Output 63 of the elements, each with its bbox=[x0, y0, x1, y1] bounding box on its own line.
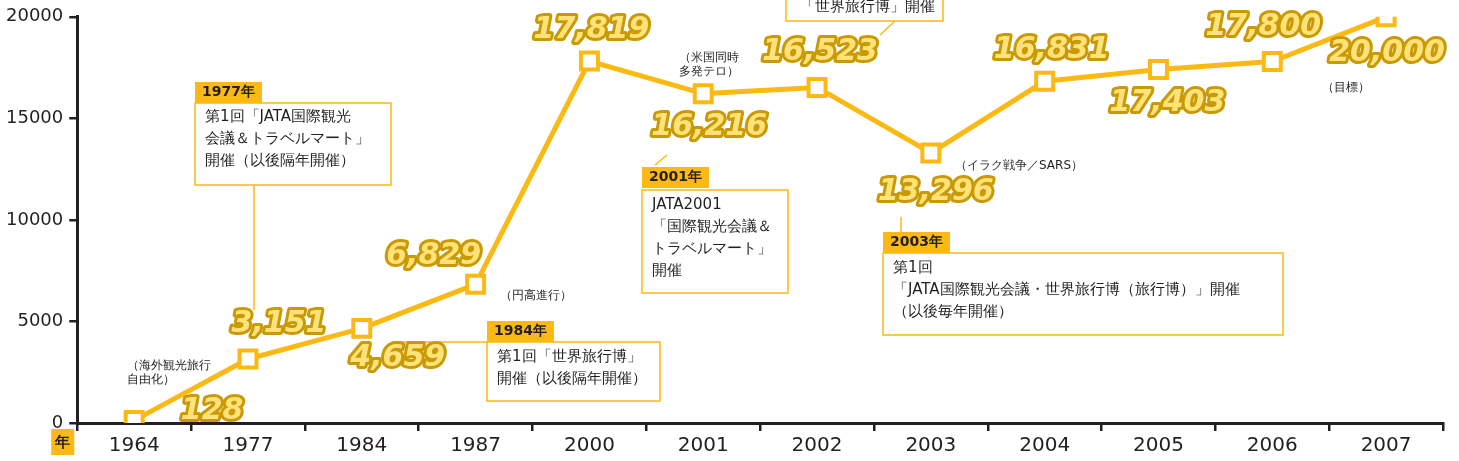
data-label: 6,829 bbox=[386, 236, 482, 272]
annotation: （イラク戦争／SARS） bbox=[955, 158, 1084, 173]
annotation: （米国同時 bbox=[679, 50, 739, 65]
annotation: 2003年 bbox=[890, 232, 943, 249]
data-label: 20,000 bbox=[1329, 32, 1445, 68]
y-tick-label: 20000 bbox=[6, 4, 64, 26]
data-label: 16,523 bbox=[762, 32, 878, 68]
annotation: 2001年 bbox=[649, 167, 702, 184]
x-tick-label: 2002 bbox=[791, 432, 843, 457]
x-tick-label: 2005 bbox=[1133, 432, 1184, 457]
annotation: （円高進行） bbox=[500, 288, 572, 303]
annotation: 第1回 bbox=[893, 258, 933, 277]
data-label: 128 bbox=[180, 391, 244, 427]
x-tick-label: 2004 bbox=[1019, 432, 1071, 457]
annotation: 第1回「JATA国際観光 bbox=[205, 107, 352, 126]
point bbox=[1034, 70, 1056, 92]
annotation: 1977年 bbox=[202, 82, 255, 99]
annotation: JATA2001 bbox=[651, 195, 722, 214]
x-tick-label: 2000 bbox=[563, 432, 615, 457]
data-label: 3,151 bbox=[231, 303, 327, 339]
point bbox=[578, 50, 600, 72]
point bbox=[806, 76, 828, 98]
point bbox=[237, 348, 259, 370]
point bbox=[1147, 59, 1169, 81]
x-tick-label: 2007 bbox=[1360, 432, 1412, 457]
data-label: 13,296 bbox=[877, 171, 994, 207]
point bbox=[692, 83, 714, 105]
data-label: 17,819 bbox=[533, 9, 650, 45]
annotation: 「JATA国際観光会議・世界旅行博（旅行博）」開催 bbox=[893, 280, 1240, 299]
annotation: （以後毎年開催） bbox=[893, 302, 1013, 321]
point bbox=[465, 273, 487, 295]
x-tick-label: 1964 bbox=[108, 432, 160, 457]
data-label: 16,216 bbox=[651, 107, 768, 143]
x-tick-label: 2001 bbox=[677, 432, 729, 457]
annotation: （目標） bbox=[1322, 80, 1370, 95]
data-label: 4,659 bbox=[349, 338, 446, 374]
point bbox=[351, 317, 373, 339]
data-label: 17,403 bbox=[1109, 83, 1226, 119]
data-label: 16,831 bbox=[993, 29, 1110, 65]
annotation: 多発テロ） bbox=[679, 64, 739, 79]
point bbox=[1261, 51, 1283, 72]
x-tick-label: 1977 bbox=[222, 432, 274, 457]
annotation: トラベルマート」 bbox=[652, 239, 772, 258]
annotation: 開催（以後隔年開催） bbox=[205, 151, 355, 170]
x-tick-label: 1984 bbox=[336, 432, 388, 457]
annotation: 自由化） bbox=[127, 372, 175, 387]
x-axis-title: 年 bbox=[54, 432, 71, 451]
data-label: 17,800 bbox=[1205, 7, 1322, 43]
annotation: 1984年 bbox=[494, 321, 547, 338]
y-tick-label: 10000 bbox=[6, 207, 64, 229]
x-tick-label: 1987 bbox=[450, 432, 502, 457]
annotation: 開催 bbox=[652, 261, 682, 280]
annotation: 「国際観光会議＆ bbox=[652, 217, 772, 236]
y-tick-label: 15000 bbox=[6, 106, 64, 128]
x-tick-label: 2006 bbox=[1246, 432, 1298, 457]
annotation: 開催（以後隔年開催） bbox=[497, 369, 647, 388]
y-tick-label: 5000 bbox=[17, 309, 64, 331]
annotation: （海外観光旅行 bbox=[127, 358, 211, 373]
annotation: 第1回「世界旅行博」 bbox=[497, 347, 642, 366]
annotation: 会議＆トラベルマート」 bbox=[205, 129, 370, 148]
point bbox=[920, 142, 942, 164]
y-tick-label: 0 bbox=[51, 410, 64, 432]
x-tick-label: 2003 bbox=[905, 432, 957, 457]
